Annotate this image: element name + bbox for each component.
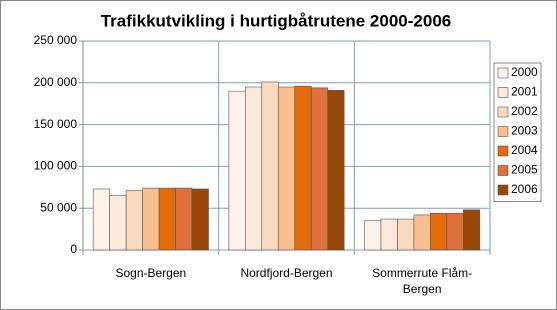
- bar: [92, 188, 110, 251]
- y-tick-label: 200 000: [34, 75, 78, 89]
- legend-label: 2003: [511, 124, 538, 138]
- bar: [327, 90, 345, 251]
- bar: [364, 220, 382, 251]
- legend-swatch: [497, 106, 509, 118]
- bar: [245, 86, 263, 251]
- bar: [310, 87, 328, 251]
- legend-label: 2000: [511, 65, 538, 79]
- bar: [397, 218, 415, 251]
- bar: [463, 209, 481, 251]
- chart-title: Trafikkutvikling i hurtigbåtrutene 2000-…: [101, 11, 452, 30]
- legend-swatch: [497, 184, 509, 196]
- bar: [277, 86, 296, 251]
- legend-label: 2002: [511, 104, 538, 118]
- legend-label: 2006: [511, 182, 538, 196]
- y-tick-label: 250 000: [34, 33, 78, 47]
- bar: [175, 187, 193, 251]
- legend-swatch: [497, 67, 509, 79]
- legend-swatch: [497, 87, 509, 98]
- legend-label: 2005: [511, 163, 538, 177]
- bar: [109, 195, 127, 251]
- legend-swatch: [497, 165, 509, 176]
- x-tick-label: Sommerrute Flåm-Bergen: [372, 266, 473, 296]
- y-tick-label: 0: [70, 242, 77, 256]
- legend-label: 2001: [511, 85, 538, 99]
- y-tick-label: 100 000: [34, 159, 78, 173]
- bar: [380, 218, 398, 251]
- legend-swatch: [497, 126, 509, 137]
- x-tick-label: Sogn-Bergen: [115, 266, 187, 280]
- bar: [294, 85, 312, 251]
- bar: [228, 90, 246, 251]
- bar: [125, 190, 143, 251]
- bar: [142, 187, 160, 251]
- bar: [446, 212, 464, 251]
- x-tick-label: Nordfjord-Bergen: [240, 266, 333, 280]
- y-tick-label: 150 000: [34, 117, 78, 131]
- bar: [430, 212, 448, 251]
- bar: [413, 214, 431, 251]
- bar: [191, 188, 209, 251]
- bar: [158, 187, 176, 251]
- bar: [261, 81, 279, 251]
- y-tick-label: 50 000: [40, 200, 77, 214]
- legend-label: 2004: [511, 143, 538, 157]
- legend-swatch: [497, 145, 509, 157]
